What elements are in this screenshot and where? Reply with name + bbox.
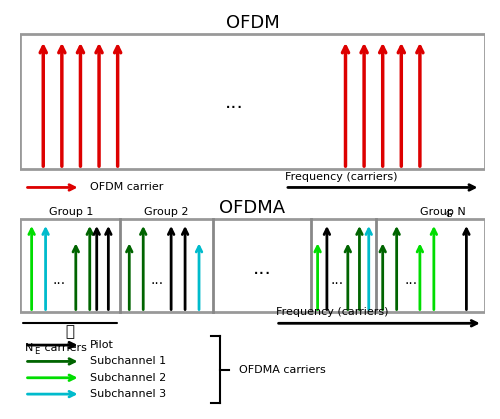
Text: carriers: carriers — [41, 343, 87, 353]
Text: Frequency (carriers): Frequency (carriers) — [285, 172, 398, 182]
Text: N: N — [24, 343, 33, 353]
Text: ...: ... — [404, 273, 417, 287]
Text: Group 1: Group 1 — [49, 207, 94, 217]
Text: OFDM carrier: OFDM carrier — [90, 182, 163, 192]
Text: Group 2: Group 2 — [144, 207, 188, 217]
Bar — [20, 219, 485, 313]
Text: ...: ... — [150, 273, 164, 287]
Text: ...: ... — [330, 273, 344, 287]
Text: ...: ... — [224, 93, 244, 112]
Text: ...: ... — [252, 259, 271, 278]
Text: OFDMA carriers: OFDMA carriers — [238, 365, 326, 375]
Text: E: E — [34, 347, 39, 356]
Bar — [20, 34, 485, 169]
Text: OFDM: OFDM — [226, 14, 280, 32]
Text: Frequency (carriers): Frequency (carriers) — [276, 307, 388, 317]
Text: Subchannel 1: Subchannel 1 — [90, 357, 166, 367]
Text: Subchannel 2: Subchannel 2 — [90, 373, 166, 383]
Text: G: G — [446, 210, 452, 218]
Text: Subchannel 3: Subchannel 3 — [90, 389, 166, 399]
Text: ...: ... — [53, 273, 66, 287]
Text: Group N: Group N — [420, 207, 466, 217]
Text: OFDMA: OFDMA — [220, 199, 286, 217]
Text: ⎵: ⎵ — [66, 323, 74, 338]
Text: Pilot: Pilot — [90, 340, 114, 350]
